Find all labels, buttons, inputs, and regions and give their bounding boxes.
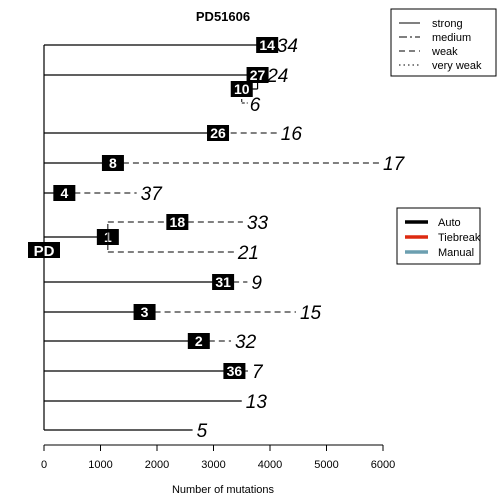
x-tick-label: 6000 [371, 459, 395, 471]
method-color-legend: Auto Tiebreak Manual [396, 207, 481, 265]
line-legend-label: weak [431, 46, 458, 58]
node-label: 18 [170, 214, 186, 230]
x-ticks: 0 1000 2000 3000 4000 5000 6000 [41, 445, 395, 471]
node-box [101, 155, 124, 171]
node-label: 31 [215, 274, 231, 290]
node-label: 14 [259, 37, 275, 53]
node-box [133, 304, 156, 320]
x-tick-label: 4000 [258, 459, 282, 471]
node-label: 10 [234, 81, 250, 97]
node-label: 3 [141, 304, 149, 320]
color-legend-label: Tiebreak [438, 232, 481, 244]
node-label: 4 [60, 185, 68, 201]
leaf-label: 21 [237, 243, 259, 264]
x-axis: 0 1000 2000 3000 4000 5000 6000 Number of muta… [41, 444, 395, 496]
leaf-label: 37 [141, 184, 164, 205]
node-label: 26 [210, 125, 226, 141]
node-box [166, 214, 189, 230]
leaf-label: 5 [197, 421, 208, 442]
line-legend-label: medium [432, 32, 471, 44]
x-tick-label: 5000 [314, 459, 338, 471]
leaf-label: 9 [251, 273, 262, 294]
chart-title: PD51606 [196, 9, 250, 24]
node-box [230, 81, 253, 97]
leaf-label: 16 [281, 124, 303, 145]
node-box [53, 185, 76, 201]
x-tick-label: 1000 [88, 459, 112, 471]
node-label: 2 [195, 333, 203, 349]
leaf-label: 32 [235, 332, 257, 353]
tree-group: 1434272410626168174371183321319315232367… [28, 36, 406, 442]
node-label: 8 [109, 155, 117, 171]
leaf-label: 13 [246, 392, 268, 413]
node-box [207, 125, 230, 141]
x-tick-label: 2000 [145, 459, 169, 471]
line-legend-label: very weak [432, 60, 482, 72]
leaf-label: 24 [266, 66, 288, 87]
line-legend-entries: strong medium weak very weak [399, 18, 482, 72]
node-box [256, 37, 279, 53]
leaf-label: 7 [252, 362, 264, 383]
leaf-label: 17 [383, 154, 406, 175]
node-box [187, 333, 210, 349]
leaf-label: 15 [300, 303, 322, 324]
node-box [212, 274, 235, 290]
x-tick-label: 3000 [201, 459, 225, 471]
root-node-box [28, 242, 60, 258]
x-tick-label: 0 [41, 459, 47, 471]
leaf-label: 34 [277, 36, 298, 57]
line-strength-legend: strong medium weak very weak [390, 8, 497, 77]
color-legend-label: Auto [438, 217, 461, 229]
node-label: 36 [227, 363, 243, 379]
root-node-label: PD [34, 243, 55, 260]
x-axis-label: Number of mutations [172, 484, 275, 496]
line-legend-label: strong [432, 18, 463, 30]
leaf-label: 6 [250, 95, 261, 116]
leaf-label: 33 [247, 213, 269, 234]
node-box [223, 363, 246, 379]
color-legend-label: Manual [438, 247, 474, 259]
color-legend-entries: Auto Tiebreak Manual [405, 217, 481, 259]
